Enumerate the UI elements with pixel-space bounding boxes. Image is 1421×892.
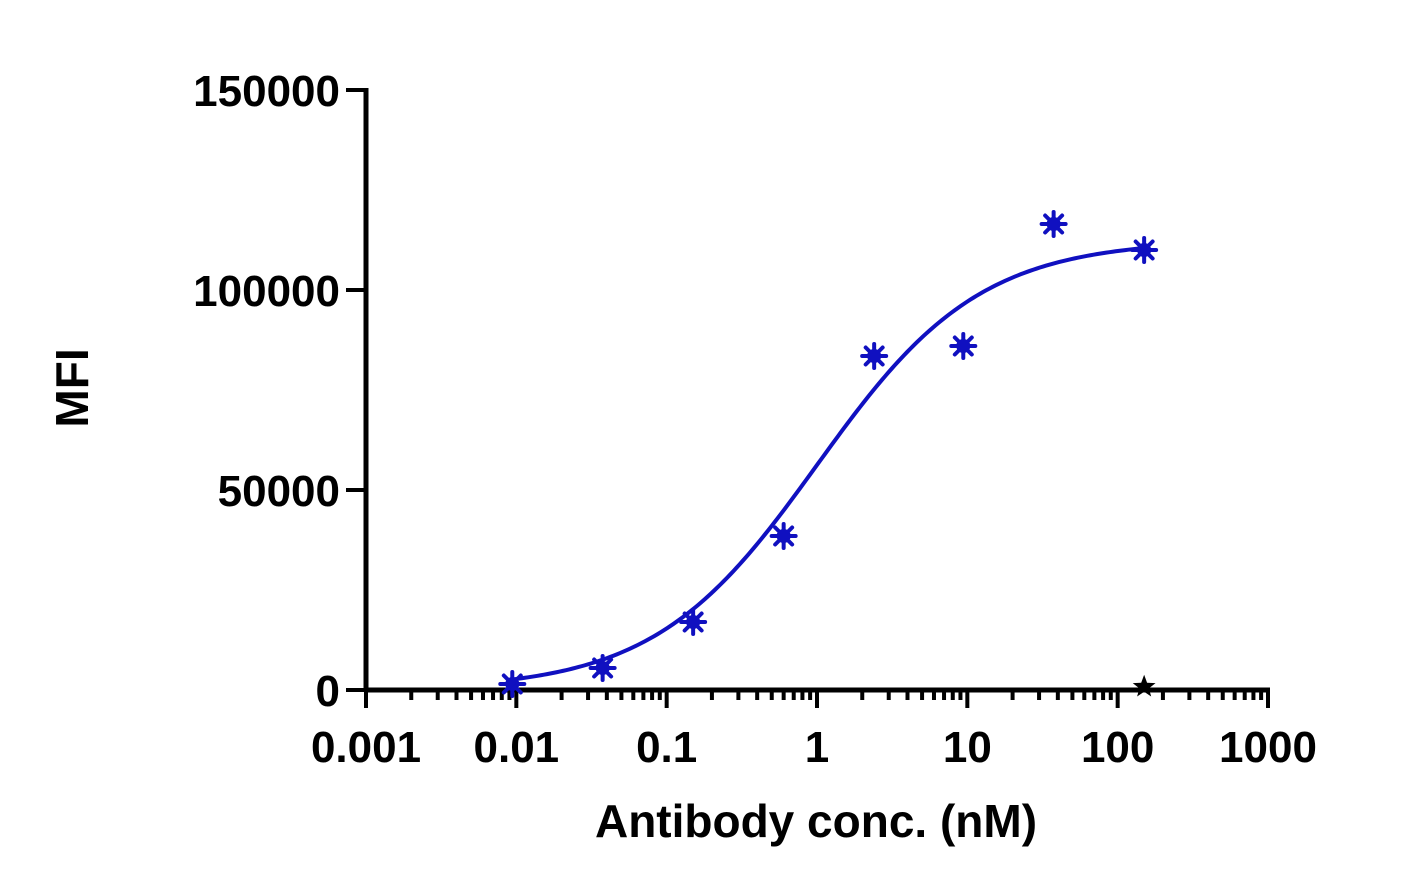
data-point xyxy=(860,342,889,370)
fit-curves xyxy=(512,246,1145,682)
x-axis-title: Antibody conc. (nM) xyxy=(595,795,1037,847)
x-axis: 0.001 0.01 0.1 1 10 100 1000 xyxy=(311,687,1317,772)
data-point xyxy=(588,654,617,682)
x-tick-label: 0.01 xyxy=(474,723,560,772)
x-tick-label: 0.001 xyxy=(311,723,421,772)
data-point xyxy=(679,608,708,636)
y-axis-title: MFI xyxy=(46,348,98,427)
y-tick-label: 100000 xyxy=(193,267,340,316)
data-point xyxy=(769,522,798,550)
data-point xyxy=(1130,236,1159,264)
data-point xyxy=(1132,674,1156,697)
x-tick-label: 1000 xyxy=(1219,723,1317,772)
data-point xyxy=(1039,210,1068,238)
y-tick-label: 0 xyxy=(316,667,340,716)
data-point xyxy=(498,670,527,698)
fit-curve xyxy=(512,246,1145,682)
x-tick-label: 0.1 xyxy=(636,723,697,772)
x-tick-label: 1 xyxy=(805,723,829,772)
x-tick-label: 10 xyxy=(943,723,992,772)
y-tick-label: 50000 xyxy=(218,467,340,516)
y-tick-label: 150000 xyxy=(193,67,340,116)
x-tick-label: 100 xyxy=(1081,723,1154,772)
data-point xyxy=(949,332,978,360)
data-points xyxy=(498,210,1159,698)
y-axis: 0 50000 100000 150000 xyxy=(193,67,369,716)
